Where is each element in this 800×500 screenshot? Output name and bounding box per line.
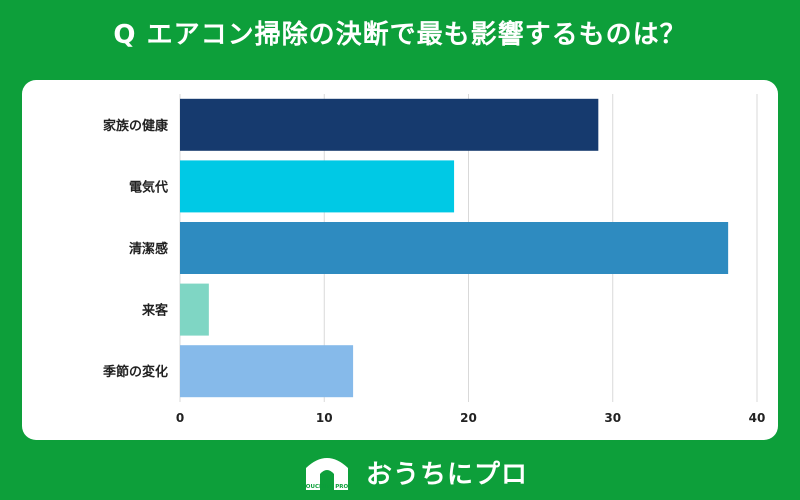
category-label: 来客 bbox=[141, 303, 169, 319]
x-tick-label: 30 bbox=[604, 411, 621, 425]
brand-name: おうちにプロ bbox=[366, 459, 529, 490]
brand-footer: OUCHI ni PRO おうちにプロ bbox=[300, 450, 527, 494]
logo-text: OUCHI ni PRO bbox=[306, 484, 349, 490]
bar-0 bbox=[180, 98, 599, 151]
x-tick-label: 0 bbox=[176, 411, 184, 425]
chart-title: Q エアコン掃除の決断で最も影響するものは？ bbox=[113, 20, 687, 50]
bar-1 bbox=[180, 160, 455, 213]
category-label: 清潔感 bbox=[129, 241, 168, 257]
bar-3 bbox=[180, 283, 209, 336]
bar-4 bbox=[180, 345, 354, 398]
x-tick-label: 10 bbox=[316, 411, 333, 425]
category-label: 季節の変化 bbox=[102, 364, 168, 380]
x-tick-label: 20 bbox=[460, 411, 477, 425]
house-logo-icon: OUCHI ni PRO bbox=[300, 450, 354, 494]
category-label: 家族の健康 bbox=[103, 118, 169, 134]
chart-card: 家族の健康電気代清潔感来客季節の変化 0 10 20 30 40 bbox=[22, 80, 778, 440]
bar-2 bbox=[180, 222, 729, 274]
category-label: 電気代 bbox=[129, 179, 168, 195]
x-tick-label: 40 bbox=[749, 411, 766, 425]
